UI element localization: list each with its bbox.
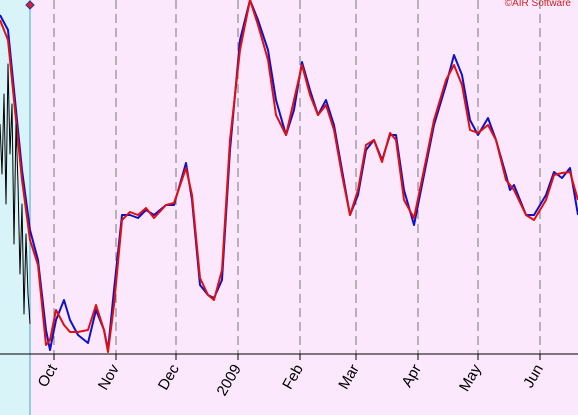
cursor-marker (25, 0, 35, 10)
series-line (0, 0, 578, 353)
series-line (0, 63, 31, 325)
credit: ©AIR Software (505, 0, 572, 9)
